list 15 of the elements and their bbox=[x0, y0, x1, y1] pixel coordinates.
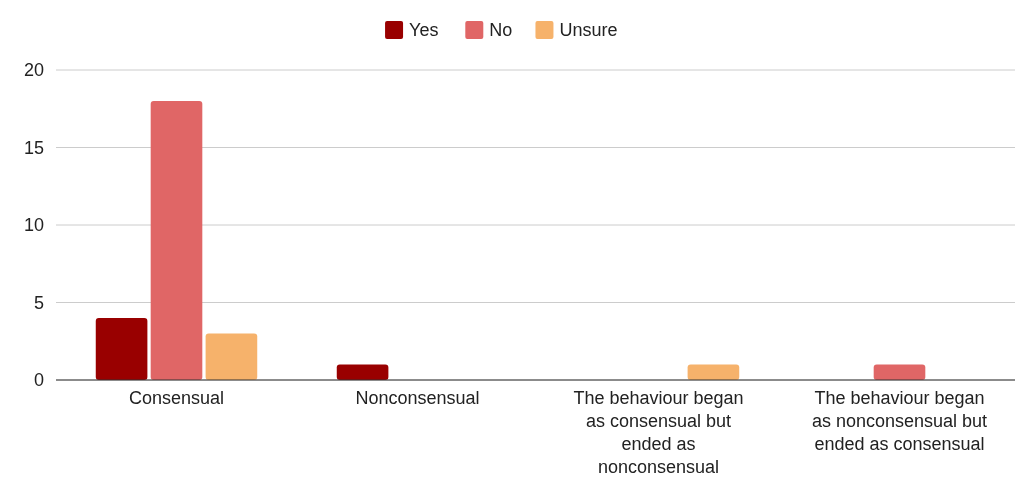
legend-label: No bbox=[489, 20, 513, 41]
legend-label: Yes bbox=[409, 20, 439, 41]
bar bbox=[205, 333, 258, 380]
y-tick-label: 10 bbox=[23, 215, 44, 236]
bar bbox=[95, 318, 148, 380]
bar bbox=[150, 101, 203, 380]
y-tick-label: 15 bbox=[23, 137, 44, 158]
y-tick-label: 5 bbox=[33, 292, 44, 313]
y-tick-label: 0 bbox=[33, 370, 44, 391]
x-tick-label: The behaviour began as consensual but ended as nonconsensual bbox=[573, 388, 744, 477]
y-tick-label: 20 bbox=[23, 60, 44, 81]
x-tick-label: Nonconsensual bbox=[355, 388, 480, 408]
legend-label: Unsure bbox=[559, 20, 618, 41]
x-tick-label: The behaviour began as nonconsensual but ended as consensual bbox=[811, 388, 988, 454]
x-tick-label: Consensual bbox=[128, 388, 225, 408]
